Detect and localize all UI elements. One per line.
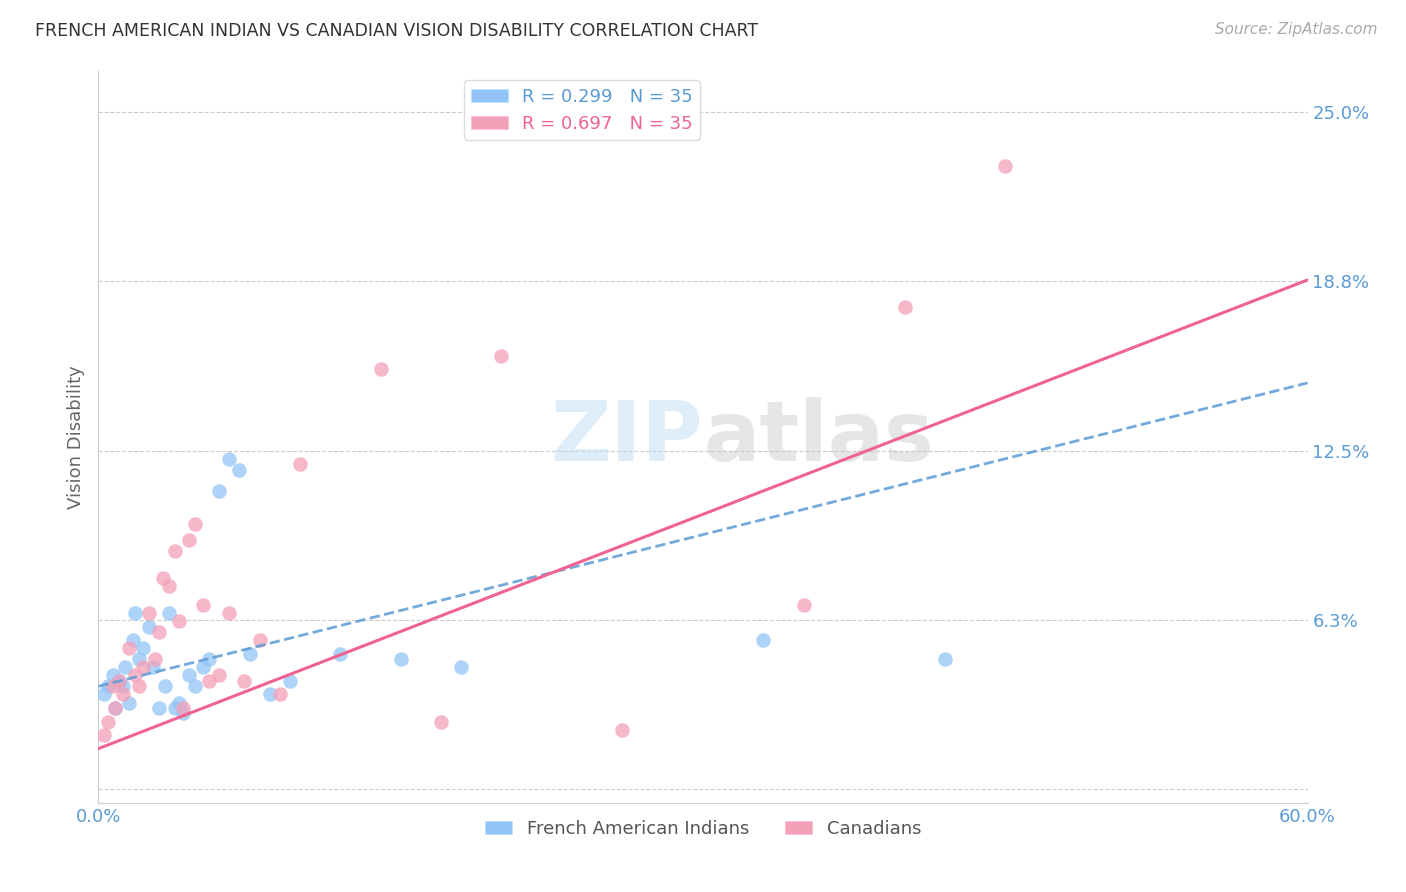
- Point: [208, 668, 231, 682]
- Point: [167, 696, 190, 710]
- Point: [157, 606, 180, 620]
- Point: [994, 159, 1017, 173]
- Point: [153, 679, 176, 693]
- Point: [752, 633, 775, 648]
- Point: [172, 706, 194, 721]
- Point: [198, 673, 221, 688]
- Point: [121, 633, 143, 648]
- Point: [132, 641, 155, 656]
- Point: [208, 484, 231, 499]
- Point: [163, 701, 186, 715]
- Point: [249, 633, 271, 648]
- Point: [389, 652, 412, 666]
- Point: [218, 451, 240, 466]
- Point: [430, 714, 453, 729]
- Point: [370, 362, 392, 376]
- Point: [124, 668, 146, 682]
- Point: [228, 462, 250, 476]
- Point: [128, 652, 150, 666]
- Point: [93, 728, 115, 742]
- Point: [163, 544, 186, 558]
- Point: [107, 673, 129, 688]
- Point: [118, 641, 141, 656]
- Point: [172, 701, 194, 715]
- Point: [111, 688, 134, 702]
- Text: FRENCH AMERICAN INDIAN VS CANADIAN VISION DISABILITY CORRELATION CHART: FRENCH AMERICAN INDIAN VS CANADIAN VISIO…: [35, 22, 758, 40]
- Point: [491, 349, 513, 363]
- Point: [218, 606, 240, 620]
- Point: [124, 606, 146, 620]
- Point: [128, 679, 150, 693]
- Point: [329, 647, 352, 661]
- Text: Source: ZipAtlas.com: Source: ZipAtlas.com: [1215, 22, 1378, 37]
- Point: [259, 688, 281, 702]
- Point: [111, 679, 134, 693]
- Point: [148, 625, 170, 640]
- Point: [167, 615, 190, 629]
- Point: [193, 598, 215, 612]
- Point: [239, 647, 262, 661]
- Point: [934, 652, 956, 666]
- Point: [142, 660, 165, 674]
- Text: ZIP: ZIP: [551, 397, 703, 477]
- Point: [288, 457, 311, 471]
- Point: [193, 660, 215, 674]
- Point: [97, 714, 120, 729]
- Y-axis label: Vision Disability: Vision Disability: [66, 365, 84, 509]
- Point: [93, 688, 115, 702]
- Point: [118, 696, 141, 710]
- Point: [107, 673, 129, 688]
- Point: [179, 533, 201, 547]
- Point: [893, 300, 915, 314]
- Point: [132, 660, 155, 674]
- Point: [101, 668, 124, 682]
- Point: [232, 673, 254, 688]
- Text: atlas: atlas: [703, 397, 934, 477]
- Point: [179, 668, 201, 682]
- Point: [138, 620, 160, 634]
- Point: [157, 579, 180, 593]
- Point: [152, 571, 174, 585]
- Point: [198, 652, 221, 666]
- Point: [184, 679, 207, 693]
- Point: [101, 679, 124, 693]
- Point: [143, 652, 166, 666]
- Point: [612, 723, 634, 737]
- Point: [450, 660, 472, 674]
- Point: [148, 701, 170, 715]
- Point: [278, 673, 301, 688]
- Point: [103, 701, 125, 715]
- Point: [269, 688, 291, 702]
- Point: [184, 516, 207, 531]
- Legend: French American Indians, Canadians: French American Indians, Canadians: [478, 813, 928, 845]
- Point: [97, 679, 120, 693]
- Point: [138, 606, 160, 620]
- Point: [793, 598, 815, 612]
- Point: [114, 660, 136, 674]
- Point: [103, 701, 125, 715]
